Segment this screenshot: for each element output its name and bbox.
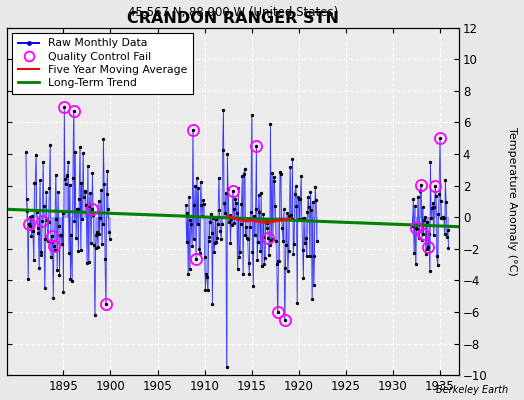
Text: Berkeley Earth: Berkeley Earth <box>436 385 508 395</box>
Legend: Raw Monthly Data, Quality Control Fail, Five Year Moving Average, Long-Term Tren: Raw Monthly Data, Quality Control Fail, … <box>13 33 193 94</box>
Text: 45.567 N, 88.900 W (United States): 45.567 N, 88.900 W (United States) <box>128 6 338 19</box>
Title: CRANDON RANGER STN: CRANDON RANGER STN <box>127 12 339 26</box>
Y-axis label: Temperature Anomaly (°C): Temperature Anomaly (°C) <box>507 127 517 276</box>
